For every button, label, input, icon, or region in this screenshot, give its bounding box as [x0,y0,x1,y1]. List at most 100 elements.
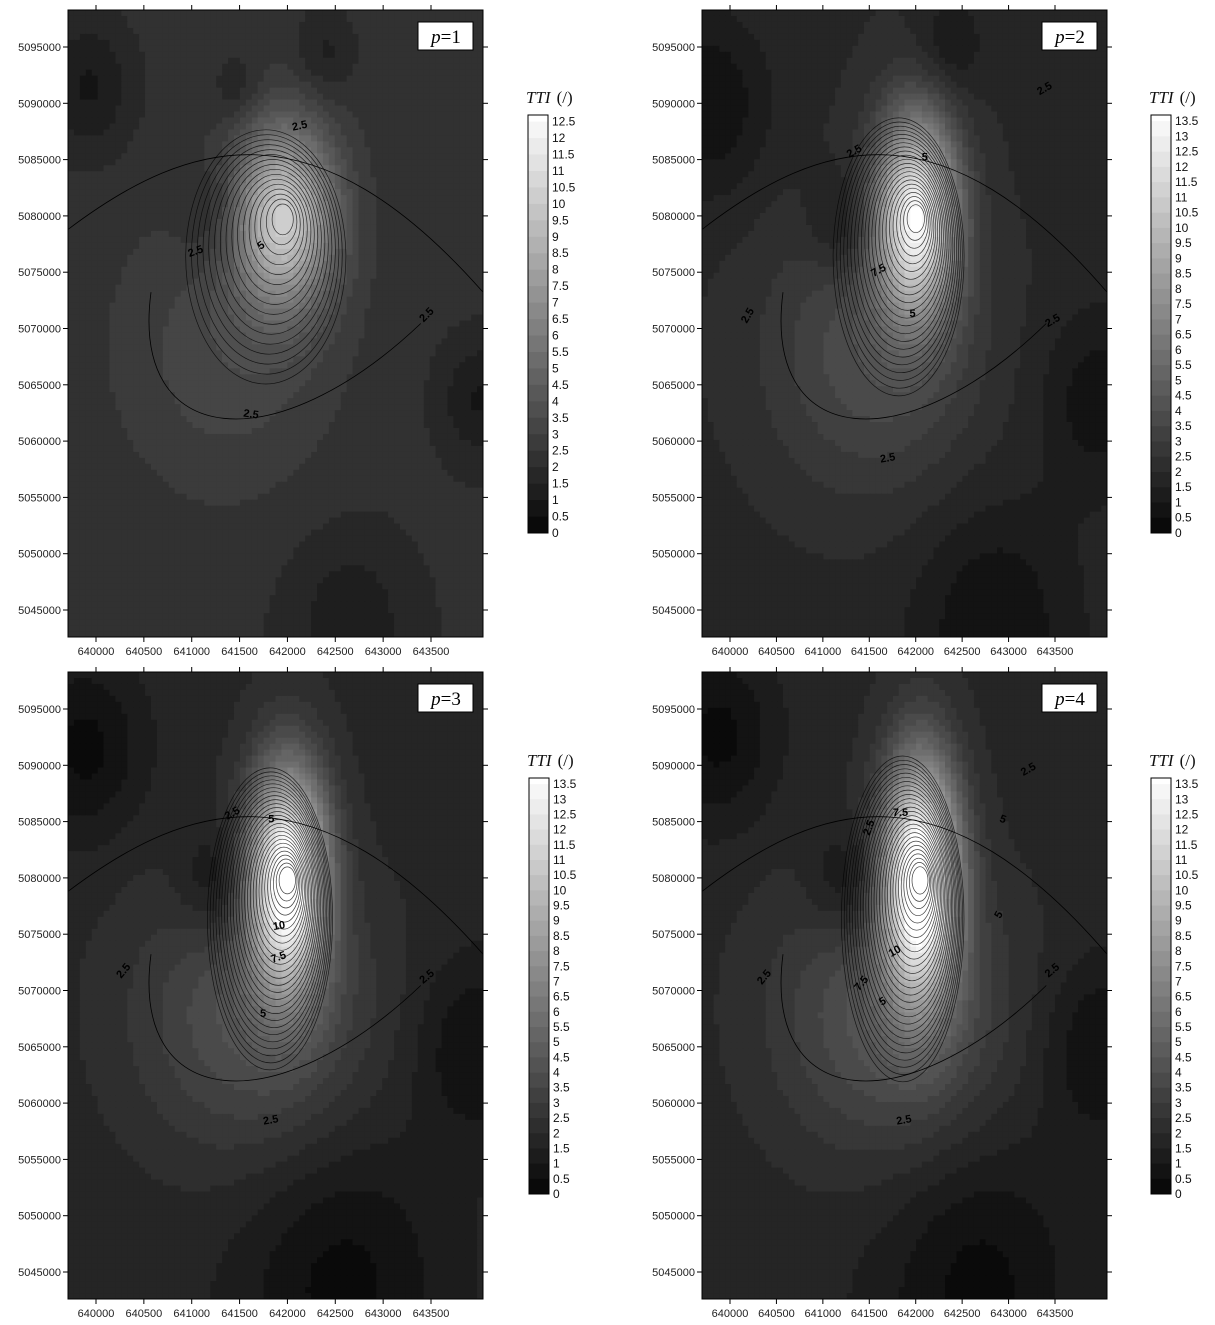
y-tick-label: 5090000 [18,760,61,772]
legend-swatch [529,1026,549,1043]
legend-tick-label: 4 [553,1066,560,1080]
legend-swatch [1151,951,1171,967]
x-tick-label: 642500 [317,1308,354,1320]
legend-tick-label: 9 [553,914,560,928]
legend-swatch [529,996,549,1013]
legend-title: TTI (/) [1149,751,1196,770]
legend-swatch [1151,844,1171,861]
y-tick-label: 5090000 [18,98,61,110]
legend-swatch [528,236,548,254]
legend-tick-label: 6.5 [1175,328,1192,342]
legend-swatch [1151,121,1171,137]
legend-swatch [528,516,548,534]
legend-swatch [528,138,548,155]
legend-swatch [529,1057,549,1073]
y-tick-label: 5070000 [18,324,61,336]
legend-swatch [528,368,548,386]
legend-swatch [1151,890,1171,906]
legend-tick-label: 10 [553,883,567,897]
legend-swatch [528,269,548,287]
x-tick-label: 643000 [365,646,402,658]
legend-tick-label: 13.5 [1175,777,1199,791]
legend-swatch [1151,799,1171,815]
y-tick-label: 5075000 [18,267,61,279]
legend-tick-label: 3.5 [553,1081,570,1095]
legend-swatch [528,302,548,320]
legend-tick-label: 8 [552,263,559,277]
y-tick-label: 5090000 [652,98,695,110]
legend-tick-label: 6 [552,329,559,343]
contour-label: 2.5 [186,243,204,260]
legend-swatch [528,319,548,336]
legend-swatch [1151,1118,1171,1134]
legend-tick-label: 6 [1175,343,1182,357]
legend-tick-label: 0 [553,1187,560,1201]
x-tick-label: 642000 [897,1308,934,1320]
y-tick-label: 5070000 [652,986,695,998]
legend-tick-label: 9 [1175,914,1182,928]
x-tick-label: 642000 [269,646,306,658]
plot-frame [701,9,1108,638]
legend-tick-label: 12.5 [1175,807,1199,821]
legend-swatch [528,187,548,205]
legend-swatch [529,920,549,937]
legend-swatch [1151,426,1171,442]
legend-tick-label: 8.5 [1175,267,1192,281]
y-tick-label: 5060000 [18,436,61,448]
legend-tick-label: 7.5 [553,959,570,973]
legend-tick-label: 7 [1175,974,1182,988]
legend-swatch [529,829,549,846]
legend-swatch [529,951,549,967]
panel-p1: 2.5 2.5 2.5 2.5 5 5095000 5090000 5085000 508000… [18,5,576,658]
legend-swatch [1151,1102,1171,1119]
legend-swatch [1151,197,1171,214]
legend-swatch [529,890,549,906]
y-tick-label: 5050000 [18,1211,61,1223]
legend-swatch [1151,243,1171,259]
legend-swatch [529,875,549,891]
legend-swatch [1151,1178,1171,1195]
legend-swatch [1151,905,1171,922]
x-tick-label: 640500 [125,646,162,658]
x-tick-label: 640500 [125,1308,162,1320]
legend-swatch [1151,1163,1171,1180]
legend-tick-label: 8 [1175,282,1182,296]
legend-swatch [529,966,549,982]
y-tick-label: 5095000 [18,704,61,716]
x-tick-label: 643000 [365,1308,402,1320]
legend-swatch [1151,784,1171,800]
legend-swatch [1151,517,1171,534]
legend-tick-label: 11.5 [1175,838,1198,852]
legend-swatch [1151,410,1171,427]
y-tick-label: 5060000 [652,436,695,448]
legend-tick-label: 4 [1175,404,1182,418]
legend-swatch [1151,935,1171,952]
legend-swatch [528,467,548,485]
contour-lines-p4 [702,755,1107,1083]
legend-bar [1150,777,1172,1195]
legend-tick-label: 0 [1175,526,1182,540]
tti-field-p3 [68,672,483,1299]
y-tick-label: 5045000 [18,605,61,617]
legend-swatch [1151,334,1171,351]
legend-swatch [1151,814,1171,831]
y-tick-label: 5045000 [652,605,695,617]
legend-tick-label: 0 [1175,1187,1182,1201]
legend-tick-label: 6.5 [1175,990,1192,1004]
legend-tick-label: 1 [1175,495,1182,509]
legend-tick-label: 8 [1175,944,1182,958]
panel-p4: 2.52.5 2.52.52.55557.57.51050950005090000… [652,667,1199,1320]
legend-title: TTI (/) [527,751,574,770]
legend-tick-label: 8.5 [553,929,570,943]
legend-tick-label: 5 [1175,1035,1182,1049]
y-tick-label: 5080000 [18,211,61,223]
y-tick-label: 5095000 [652,42,695,54]
legend-swatch [528,434,548,452]
x-tick-label: 642500 [944,1308,981,1320]
contour-label: 5 [877,995,888,1008]
legend-tick-label: 11 [553,853,566,867]
legend-bar [527,114,549,534]
legend-swatch [1151,258,1171,275]
y-tick-label: 5050000 [652,1211,695,1223]
legend-tick-label: 13 [553,792,567,806]
